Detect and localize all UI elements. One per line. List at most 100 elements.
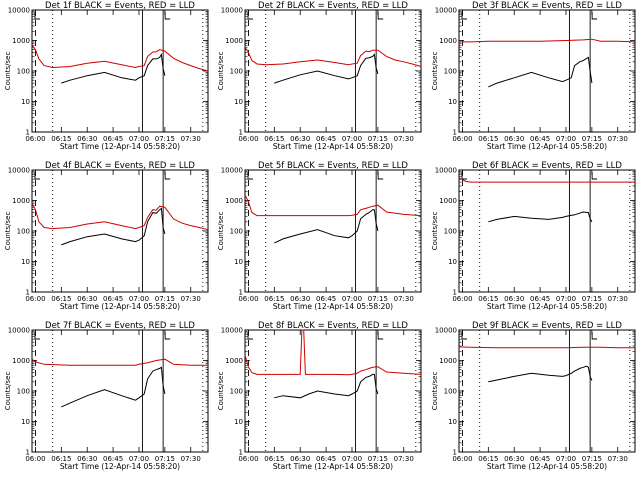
x-tick-label: 07:00 [129, 295, 149, 303]
x-tick-label: 06:15 [264, 135, 284, 143]
x-tick-label: 06:30 [77, 295, 97, 303]
bracket-marker [591, 172, 598, 180]
lld-series-line [458, 346, 635, 349]
x-tick-label: 06:00 [452, 295, 472, 303]
bracket-marker [247, 12, 253, 20]
x-tick-label: 06:00 [25, 135, 45, 143]
y-tick-label: 100 [444, 228, 457, 236]
plot-frame [458, 169, 636, 293]
x-tick-label: 07:30 [181, 455, 201, 463]
lld-series-line [31, 44, 209, 72]
x-tick-label: 06:30 [290, 295, 310, 303]
plot-title: Det 2f BLACK = Events, RED = LLD [258, 1, 408, 11]
plot-title: Det 5f BLACK = Events, RED = LLD [258, 161, 408, 171]
y-axis-label: Counts/sec [217, 52, 225, 91]
x-axis-label: Start Time (12-Apr-14 05:58:20) [273, 302, 393, 311]
lld-series-line [244, 47, 422, 67]
x-tick-label: 06:45 [103, 455, 123, 463]
plot-frame [31, 9, 209, 133]
y-tick-label: 1000 [12, 37, 30, 45]
x-tick-label: 06:00 [25, 295, 45, 303]
bracket-marker [461, 12, 467, 20]
events-series-line [61, 52, 166, 84]
x-tick-label: 06:30 [504, 135, 524, 143]
x-axis-label: Start Time (12-Apr-14 05:58:20) [60, 142, 180, 151]
plot-title: Det 6f BLACK = Events, RED = LLD [472, 161, 622, 171]
bracket-marker [591, 332, 598, 340]
x-tick-label: 06:15 [264, 455, 284, 463]
bracket-marker [247, 172, 253, 180]
y-axis-label: Counts/sec [4, 372, 12, 411]
y-tick-label: 100 [444, 388, 457, 396]
x-tick-label: 06:00 [452, 135, 472, 143]
lld-series-line [31, 358, 208, 366]
events-series-line [488, 365, 593, 383]
y-tick-label: 10 [448, 258, 457, 266]
plot-frame [458, 9, 636, 133]
x-tick-label: 06:00 [238, 135, 258, 143]
y-tick-label: 100 [230, 228, 243, 236]
plot-frame [31, 169, 209, 293]
x-tick-label: 06:15 [51, 455, 71, 463]
plot-frame [244, 169, 422, 293]
detector-plot-6: Det 6f BLACK = Events, RED = LLD 1 10 100 10… [431, 161, 636, 311]
x-axis-label: Start Time (12-Apr-14 05:58:20) [273, 142, 393, 151]
y-tick-label: 100 [17, 228, 30, 236]
y-tick-label: 100 [17, 68, 30, 76]
y-axis-label: Counts/sec [431, 212, 439, 251]
detector-plot-2: Det 2f BLACK = Events, RED = LLD 1 10 100 10… [217, 1, 422, 151]
y-tick-label: 100 [17, 388, 30, 396]
y-tick-label: 10 [448, 98, 457, 106]
x-tick-label: 07:00 [342, 455, 362, 463]
x-tick-label: 07:00 [556, 455, 576, 463]
detector-plot-4: Det 4f BLACK = Events, RED = LLD 1 10 100 10… [4, 161, 209, 311]
y-axis-label: Counts/sec [431, 372, 439, 411]
lld-series-line [244, 194, 422, 217]
y-tick-label: 1000 [225, 37, 243, 45]
y-tick-label: 1000 [439, 197, 457, 205]
lld-series-line [244, 329, 422, 376]
x-tick-label: 06:15 [478, 135, 498, 143]
y-tick-label: 1000 [225, 357, 243, 365]
x-tick-label: 07:15 [155, 135, 175, 143]
x-tick-label: 06:15 [51, 135, 71, 143]
detector-plot-9: Det 9f BLACK = Events, RED = LLD 1 10 100 10… [431, 321, 636, 471]
bracket-marker [377, 332, 384, 340]
x-tick-label: 07:00 [129, 135, 149, 143]
y-axis-label: Counts/sec [217, 372, 225, 411]
x-tick-label: 06:15 [51, 295, 71, 303]
x-tick-label: 07:30 [608, 295, 628, 303]
x-tick-label: 06:15 [264, 295, 284, 303]
y-tick-label: 100 [230, 388, 243, 396]
x-tick-label: 07:30 [608, 455, 628, 463]
events-series-line [274, 53, 379, 84]
y-tick-label: 10000 [8, 167, 30, 175]
x-tick-label: 07:00 [556, 135, 576, 143]
x-tick-label: 06:45 [530, 135, 550, 143]
y-tick-label: 10000 [435, 7, 457, 15]
y-axis-label: Counts/sec [431, 52, 439, 91]
y-tick-label: 1 [453, 129, 457, 137]
detector-plot-3: Det 3f BLACK = Events, RED = LLD 1 10 100 10… [431, 1, 636, 151]
y-tick-label: 10 [234, 258, 243, 266]
y-axis-label: Counts/sec [4, 52, 12, 91]
x-tick-label: 06:00 [25, 455, 45, 463]
x-axis-label: Start Time (12-Apr-14 05:58:20) [60, 462, 180, 471]
x-axis-label: Start Time (12-Apr-14 05:58:20) [60, 302, 180, 311]
x-tick-label: 07:00 [129, 455, 149, 463]
plot-title: Det 1f BLACK = Events, RED = LLD [45, 1, 195, 11]
y-tick-label: 10 [21, 258, 30, 266]
y-tick-label: 1000 [439, 357, 457, 365]
bracket-marker [247, 332, 253, 340]
y-tick-label: 100 [444, 68, 457, 76]
plot-title: Det 8f BLACK = Events, RED = LLD [258, 321, 408, 331]
plot-frame [31, 329, 209, 453]
x-tick-label: 06:30 [290, 135, 310, 143]
y-tick-label: 10000 [221, 167, 243, 175]
bracket-marker [461, 332, 467, 340]
detector-plot-7: Det 7f BLACK = Events, RED = LLD 1 10 100 10… [4, 321, 209, 471]
plot-frame [244, 329, 422, 453]
x-tick-label: 06:30 [504, 295, 524, 303]
y-axis-label: Counts/sec [217, 212, 225, 251]
